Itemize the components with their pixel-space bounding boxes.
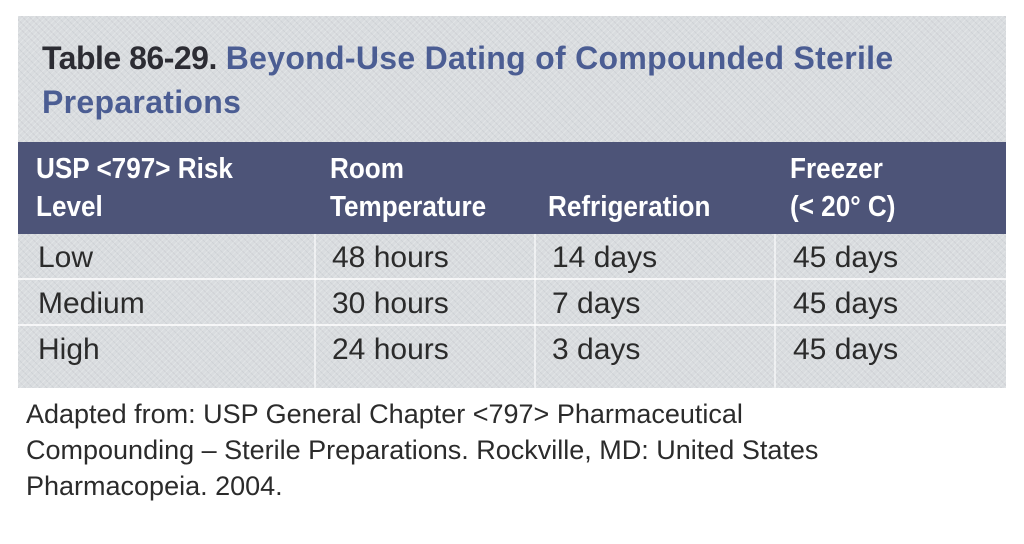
- header-freezer-line2: (< 20° C): [790, 191, 896, 223]
- table-header-row: USP <797> Risk Level Room Temperature Re…: [18, 142, 1006, 234]
- table-row-low: Low 48 hours 14 days 45 days: [18, 234, 1006, 280]
- header-risk-line2: Level: [36, 191, 103, 223]
- column-divider: [314, 234, 316, 388]
- table-caption: Table 86-29. Beyond-Use Dating of Compou…: [42, 36, 982, 124]
- cell-room-temperature: 30 hours: [332, 287, 449, 320]
- table-panel: Table 86-29. Beyond-Use Dating of Compou…: [18, 16, 1006, 388]
- table-number: Table 86-29.: [42, 40, 217, 76]
- table-row-medium: Medium 30 hours 7 days 45 days: [18, 280, 1006, 326]
- cell-refrigeration: 14 days: [552, 241, 658, 274]
- cell-room-temperature: 48 hours: [332, 241, 449, 274]
- table-row-high: High 24 hours 3 days 45 days: [18, 326, 1006, 372]
- header-refrigeration: Refrigeration: [548, 188, 710, 226]
- cell-level: High: [38, 333, 100, 366]
- header-room-line1: Room: [330, 153, 404, 185]
- header-room-line2: Temperature: [330, 191, 487, 223]
- header-refrigeration-label: Refrigeration: [548, 191, 711, 223]
- header-freezer: Freezer (< 20° C): [790, 150, 895, 226]
- table-title: Beyond-Use Dating of Compounded Sterile …: [42, 40, 894, 120]
- cell-refrigeration: 3 days: [552, 333, 641, 366]
- column-divider: [534, 234, 536, 388]
- header-freezer-line1: Freezer: [790, 153, 883, 185]
- column-divider: [774, 234, 776, 388]
- cell-level: Medium: [38, 287, 145, 320]
- footnote-line-2: Compounding – Sterile Preparations. Rock…: [26, 435, 819, 465]
- footnote-line-3: Pharmacopeia. 2004.: [26, 471, 283, 501]
- cell-refrigeration: 7 days: [552, 287, 641, 320]
- header-room-temperature: Room Temperature: [330, 150, 486, 226]
- header-risk-level: USP <797> Risk Level: [36, 150, 233, 226]
- cell-freezer: 45 days: [793, 333, 899, 366]
- row-divider: [18, 278, 1006, 280]
- cell-level: Low: [38, 241, 94, 274]
- footnote-line-1: Adapted from: USP General Chapter <797> …: [26, 399, 743, 429]
- table-source-footnote: Adapted from: USP General Chapter <797> …: [26, 396, 1006, 504]
- cell-freezer: 45 days: [793, 241, 899, 274]
- cell-room-temperature: 24 hours: [332, 333, 449, 366]
- row-divider: [18, 324, 1006, 326]
- cell-freezer: 45 days: [793, 287, 899, 320]
- header-risk-line1: USP <797> Risk: [36, 153, 233, 185]
